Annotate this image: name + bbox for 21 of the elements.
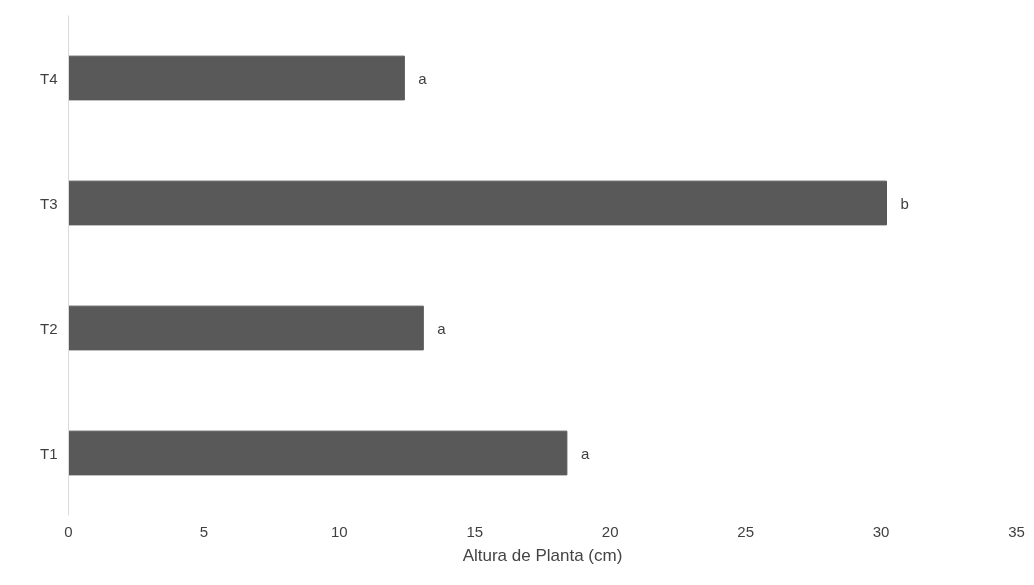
x-tick-label: 35	[1008, 522, 1025, 540]
y-tick-label: T4	[40, 69, 58, 87]
bar	[68, 55, 405, 101]
x-tick-label: 10	[331, 522, 348, 540]
x-tick-label: 0	[64, 522, 73, 540]
annotation: a	[437, 319, 447, 337]
x-tick-label: 20	[601, 522, 619, 540]
y-tick-label: T3	[40, 194, 58, 212]
y-tick-label: T1	[40, 444, 58, 462]
bar	[68, 180, 887, 226]
annotation: b	[900, 194, 909, 212]
bar	[68, 305, 424, 351]
x-tick-label: 25	[737, 522, 754, 540]
annotation: a	[418, 69, 428, 87]
annotation: a	[580, 444, 590, 462]
x-tick-label: 30	[872, 522, 890, 540]
x-axis-title: Altura de Planta (cm)	[462, 545, 623, 565]
y-tick-label: T2	[40, 319, 58, 337]
x-tick-label: 15	[466, 522, 484, 540]
x-tick-label: 5	[199, 522, 209, 540]
bar	[68, 430, 568, 476]
